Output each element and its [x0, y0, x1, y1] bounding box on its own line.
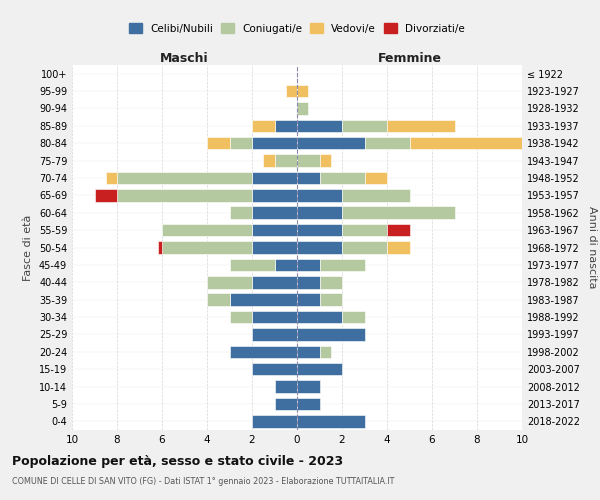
- Bar: [297, 363, 342, 376]
- Bar: [117, 189, 252, 202]
- Bar: [229, 311, 252, 324]
- Y-axis label: Fasce di età: Fasce di età: [23, 214, 33, 280]
- Text: Popolazione per età, sesso e stato civile - 2023: Popolazione per età, sesso e stato civil…: [12, 455, 343, 468]
- Bar: [365, 172, 387, 184]
- Bar: [275, 380, 297, 393]
- Bar: [252, 328, 297, 340]
- Bar: [297, 380, 320, 393]
- Bar: [207, 294, 229, 306]
- Bar: [297, 311, 342, 324]
- Bar: [297, 137, 365, 149]
- Bar: [252, 224, 297, 236]
- Bar: [286, 85, 297, 98]
- Bar: [252, 311, 297, 324]
- Bar: [252, 206, 297, 219]
- Bar: [297, 154, 320, 167]
- Bar: [297, 398, 320, 410]
- Bar: [162, 241, 252, 254]
- Bar: [342, 241, 387, 254]
- Bar: [342, 120, 387, 132]
- Bar: [263, 154, 275, 167]
- Bar: [275, 398, 297, 410]
- Bar: [297, 120, 342, 132]
- Bar: [207, 276, 252, 288]
- Bar: [342, 311, 365, 324]
- Y-axis label: Anni di nascita: Anni di nascita: [587, 206, 596, 289]
- Bar: [162, 224, 252, 236]
- Bar: [252, 120, 275, 132]
- Legend: Celibi/Nubili, Coniugati/e, Vedovi/e, Divorziati/e: Celibi/Nubili, Coniugati/e, Vedovi/e, Di…: [125, 19, 469, 38]
- Text: COMUNE DI CELLE DI SAN VITO (FG) - Dati ISTAT 1° gennaio 2023 - Elaborazione TUT: COMUNE DI CELLE DI SAN VITO (FG) - Dati …: [12, 478, 394, 486]
- Bar: [297, 85, 308, 98]
- Bar: [275, 154, 297, 167]
- Bar: [297, 415, 365, 428]
- Text: Maschi: Maschi: [160, 52, 209, 65]
- Bar: [297, 172, 320, 184]
- Bar: [229, 346, 297, 358]
- Bar: [95, 189, 117, 202]
- Bar: [387, 120, 455, 132]
- Bar: [387, 224, 409, 236]
- Bar: [252, 363, 297, 376]
- Bar: [387, 241, 409, 254]
- Bar: [117, 172, 252, 184]
- Text: Femmine: Femmine: [377, 52, 442, 65]
- Bar: [229, 294, 297, 306]
- Bar: [320, 172, 365, 184]
- Bar: [229, 137, 252, 149]
- Bar: [252, 172, 297, 184]
- Bar: [297, 102, 308, 115]
- Bar: [275, 258, 297, 271]
- Bar: [320, 258, 365, 271]
- Bar: [320, 294, 342, 306]
- Bar: [320, 346, 331, 358]
- Bar: [275, 120, 297, 132]
- Bar: [229, 258, 275, 271]
- Bar: [297, 294, 320, 306]
- Bar: [157, 241, 162, 254]
- Bar: [297, 328, 365, 340]
- Bar: [297, 206, 342, 219]
- Bar: [207, 137, 229, 149]
- Bar: [252, 137, 297, 149]
- Bar: [252, 276, 297, 288]
- Bar: [229, 206, 252, 219]
- Bar: [522, 137, 527, 149]
- Bar: [106, 172, 117, 184]
- Bar: [252, 241, 297, 254]
- Bar: [297, 276, 320, 288]
- Bar: [297, 346, 320, 358]
- Bar: [320, 154, 331, 167]
- Bar: [297, 224, 342, 236]
- Bar: [342, 206, 455, 219]
- Bar: [342, 189, 409, 202]
- Bar: [342, 224, 387, 236]
- Bar: [320, 276, 342, 288]
- Bar: [365, 137, 409, 149]
- Bar: [409, 137, 522, 149]
- Bar: [297, 189, 342, 202]
- Bar: [297, 258, 320, 271]
- Bar: [297, 241, 342, 254]
- Bar: [252, 189, 297, 202]
- Bar: [252, 415, 297, 428]
